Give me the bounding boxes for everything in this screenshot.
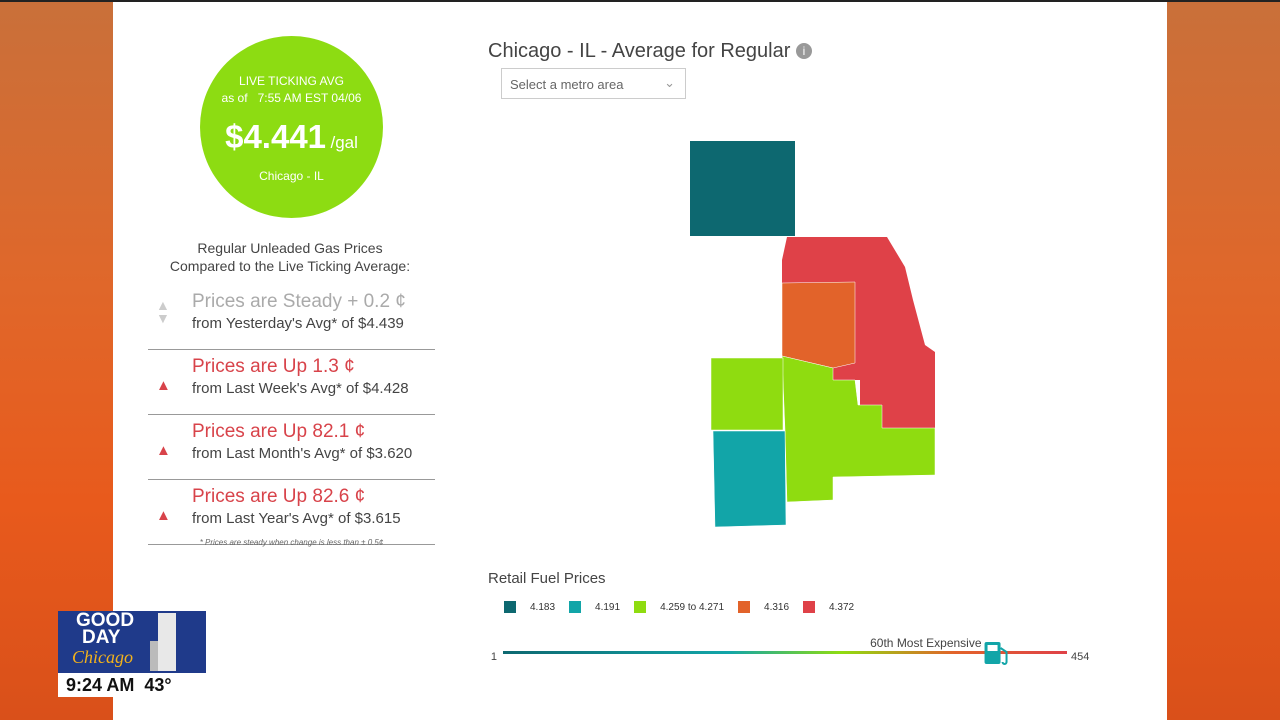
badge-location: Chicago - IL xyxy=(259,169,324,183)
map-title-text: Chicago - IL - Average for Regular xyxy=(488,40,791,62)
item-status: Prices are Up 82.6 ¢ xyxy=(192,486,366,507)
comparison-item: ▲ ▼ Prices are Steady + 0.2 ¢ from Yesterda… xyxy=(148,287,435,350)
item-detail: from Last Month's Avg* of $3.620 xyxy=(192,445,413,462)
map-region[interactable] xyxy=(690,141,795,236)
rank-min: 1 xyxy=(491,651,497,663)
trend-icon: ▲ xyxy=(156,442,171,459)
item-detail: from Yesterday's Avg* of $4.439 xyxy=(192,315,404,332)
show-line1: GOOD xyxy=(76,610,135,631)
item-status: Prices are Steady + 0.2 ¢ xyxy=(192,291,406,312)
trend-icon: ▲ ▼ xyxy=(156,297,170,326)
as-of: as of xyxy=(221,91,248,105)
legend-label: 4.183 xyxy=(530,601,556,613)
badge-time-row: as of 7:55 AM EST 04/06 xyxy=(200,91,383,105)
comparison-item: ▲ Prices are Up 82.6 ¢ from Last Year's Av… xyxy=(148,482,435,545)
comparison-item: ▲ Prices are Up 82.1 ¢ from Last Month's A… xyxy=(148,417,435,480)
info-icon[interactable]: i xyxy=(795,43,812,59)
rank-max: 454 xyxy=(1071,651,1089,663)
item-detail: from Last Year's Avg* of $3.615 xyxy=(192,510,401,527)
title-line: Regular Unleaded Gas Prices xyxy=(197,240,383,256)
skyline xyxy=(158,613,176,671)
item-status: Prices are Up 1.3 ¢ xyxy=(192,356,355,377)
price-badge: LIVE TICKING AVG as of 7:55 AM EST 04/06… xyxy=(200,36,383,218)
legend-title: Retail Fuel Prices xyxy=(488,570,606,587)
chevron: ⌄ xyxy=(664,75,675,90)
map-region[interactable] xyxy=(712,430,787,528)
top-border xyxy=(0,0,1280,2)
trend-icon: ▲ xyxy=(156,507,171,524)
legend-swatch xyxy=(634,601,647,613)
show-city: Chicago xyxy=(72,647,133,667)
badge-price: $4.441 xyxy=(225,118,327,155)
legend-swatch xyxy=(738,601,751,613)
overlay-temp: 43° xyxy=(144,675,172,695)
map-region[interactable] xyxy=(781,281,856,369)
legend: 4.183 4.191 4.259 to 4.271 4.316 4.372 xyxy=(504,601,868,613)
legend-label: 4.191 xyxy=(595,601,621,613)
select-placeholder: Select a metro area xyxy=(510,77,624,92)
legend-label: 4.316 xyxy=(764,601,790,613)
trend-icon: ▲ xyxy=(156,377,171,394)
skyline xyxy=(150,641,158,671)
show-line2: DAY xyxy=(82,627,121,648)
map-region[interactable] xyxy=(710,357,784,431)
metro-select[interactable]: Select a metro area ⌄ xyxy=(501,68,686,99)
badge-time: 7:55 AM EST 04/06 xyxy=(257,91,362,105)
legend-swatch xyxy=(803,601,816,613)
item-detail: from Last Week's Avg* of $4.428 xyxy=(192,380,409,397)
badge-unit: /gal xyxy=(330,133,358,152)
rank-bar xyxy=(503,651,1067,654)
legend-label: 4.372 xyxy=(829,601,855,613)
legend-label: 4.259 to 4.271 xyxy=(660,601,725,613)
map-title: Chicago - IL - Average for Regular i xyxy=(488,40,812,63)
comparison-title: Regular Unleaded Gas Prices Compared to … xyxy=(140,239,440,275)
badge-heading: LIVE TICKING AVG xyxy=(239,74,344,88)
item-status: Prices are Up 82.1 ¢ xyxy=(192,421,366,442)
show-logo: GOOD DAY Chicago xyxy=(58,611,206,673)
legend-swatch xyxy=(504,601,516,613)
title-line: Compared to the Live Ticking Average: xyxy=(169,258,411,274)
time-bar: 9:24 AM 43° xyxy=(58,673,206,697)
footnote: * Prices are steady when change is less … xyxy=(199,538,384,547)
overlay-time: 9:24 AM xyxy=(66,675,135,695)
map-region[interactable] xyxy=(781,355,936,503)
rank-label: 60th Most Expensive xyxy=(870,636,982,650)
badge-price-row: $4.441 /gal xyxy=(200,118,383,156)
comparison-item: ▲ Prices are Up 1.3 ¢ from Last Week's Avg… xyxy=(148,352,435,415)
pump-icon xyxy=(984,642,1008,665)
legend-swatch xyxy=(569,601,582,613)
